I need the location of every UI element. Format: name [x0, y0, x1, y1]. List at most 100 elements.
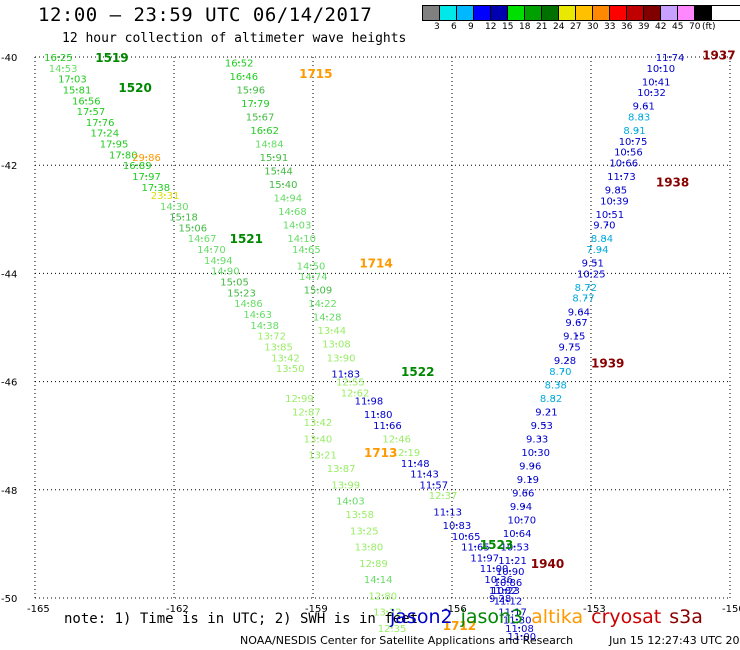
wave-height-value: 14.74 [299, 272, 328, 283]
wave-point-marker [627, 150, 630, 153]
color-scale-tick: 9 [468, 22, 474, 32]
wave-height-value: 11.80 [364, 410, 393, 421]
chart-subtitle: 12 hour collection of altimeter wave hei… [62, 31, 407, 46]
wave-height-value: 17.80 [109, 150, 138, 161]
wave-point-marker [386, 423, 389, 426]
wave-point-marker [608, 212, 611, 215]
satellite-altika: altika [531, 606, 584, 628]
wave-height-value: 17.24 [91, 129, 120, 140]
wave-point-marker [585, 296, 588, 299]
wave-point-marker [145, 156, 148, 159]
wave-height-value: 9.28 [489, 594, 511, 605]
wave-point-marker [339, 467, 342, 470]
wave-height-value: 12.37 [429, 491, 458, 502]
wave-point-marker [522, 505, 525, 508]
wave-point-marker [61, 66, 64, 69]
wave-height-value: 10.86 [494, 578, 523, 589]
wave-point-marker [650, 91, 653, 94]
track-time-label: 1714 [359, 257, 392, 271]
wave-point-marker [288, 367, 291, 370]
wave-point-marker [263, 129, 266, 132]
wave-height-value: 13.80 [355, 543, 384, 554]
wave-point-marker [594, 261, 597, 264]
wave-point-marker [654, 80, 657, 83]
axis-labels: -165 -162 -159 -156 -153 -150 -40 -42 -44 -46 -48 -… [1, 53, 740, 615]
wave-height-value: 11.13 [433, 507, 462, 518]
wave-height-value: 16.46 [230, 72, 259, 83]
wave-point-marker [506, 599, 509, 602]
wave-height-value: 11.30 [503, 616, 532, 627]
wave-point-marker [622, 161, 625, 164]
wave-point-marker [191, 226, 194, 229]
wave-height-value: 10.41 [642, 77, 671, 88]
wave-height-value: 14.30 [160, 202, 189, 213]
wave-point-marker [631, 139, 634, 142]
wave-point-marker [321, 453, 324, 456]
wave-height-value: 7.94 [586, 245, 608, 256]
wave-point-marker [358, 513, 361, 516]
wave-point-marker [552, 396, 555, 399]
wave-height-value: 15.23 [227, 288, 256, 299]
satellite-legend: jason2 jason3 altika cryosat s3a [390, 606, 711, 628]
wave-height-value: 9.53 [531, 421, 553, 432]
wave-height-value: 11.43 [410, 470, 439, 481]
wave-point-marker [566, 358, 569, 361]
longitude-label: -150 [722, 604, 740, 615]
wave-height-value: 11.57 [419, 480, 448, 491]
wave-height-value: 10.53 [501, 543, 530, 554]
color-scale-ticks: 3 6 9 12 15 18 21 24 27 30 33 36 39 42 45 70 (ft) [422, 21, 740, 35]
satellite-jason3: jason3 [460, 606, 524, 628]
wave-height-value: 15.67 [246, 113, 275, 124]
wave-point-marker [349, 499, 352, 502]
wave-point-marker [548, 410, 551, 413]
wave-height-value: 8.77 [572, 294, 594, 305]
wave-point-marker [613, 199, 616, 202]
wave-point-marker [281, 183, 284, 186]
wave-height-value: 12.62 [341, 388, 370, 399]
wave-height-value: 12.99 [285, 394, 314, 405]
wave-height-value: 10.90 [496, 567, 525, 578]
color-swatches [422, 5, 740, 21]
wave-height-value: 9.70 [593, 221, 615, 232]
wave-point-marker [578, 321, 581, 324]
wave-point-marker [645, 104, 648, 107]
wave-point-marker [135, 164, 138, 167]
wave-point-marker [590, 272, 592, 275]
wave-point-marker [258, 115, 261, 118]
wave-height-value: 10.75 [619, 137, 648, 148]
wave-point-marker [432, 483, 435, 486]
wave-height-value: 29.86 [132, 153, 161, 164]
latitude-label: -48 [1, 486, 17, 497]
wave-height-value: 11.97 [470, 553, 499, 564]
wave-height-value: 9.61 [633, 102, 655, 113]
latitude-label: -40 [1, 53, 17, 64]
color-scale-tick: 27 [570, 22, 582, 32]
wave-point-marker [423, 472, 426, 475]
wave-point-marker [349, 380, 352, 383]
wave-height-value: 8.82 [540, 394, 562, 405]
wave-point-marker [247, 302, 250, 305]
wave-height-value: 14.53 [49, 64, 78, 75]
wave-height-value: 11.21 [498, 556, 527, 567]
wave-height-value: 9.21 [535, 407, 557, 418]
wave-point-marker [291, 210, 294, 213]
wave-height-value: 12.55 [336, 378, 365, 389]
wave-height-value: 11.12 [494, 597, 523, 608]
color-scale-tick: (ft) [702, 22, 716, 32]
wave-point-marker [520, 518, 523, 521]
color-swatch [542, 6, 559, 20]
wave-point-marker [441, 494, 444, 497]
wave-point-marker [515, 618, 518, 621]
wave-height-value: 11.17 [498, 608, 527, 619]
wave-point-marker [200, 237, 203, 240]
wave-point-marker [353, 391, 356, 394]
wave-point-marker [557, 383, 560, 386]
wave-point-marker [381, 594, 384, 597]
wave-point-marker [483, 556, 486, 559]
satellite-jason2: jason2 [390, 606, 453, 628]
wave-height-value: 17.03 [58, 75, 87, 86]
wave-point-marker [272, 156, 275, 159]
wave-height-value: 14.03 [283, 221, 312, 232]
color-swatch [576, 6, 593, 20]
wave-height-value: 13.72 [257, 332, 286, 343]
